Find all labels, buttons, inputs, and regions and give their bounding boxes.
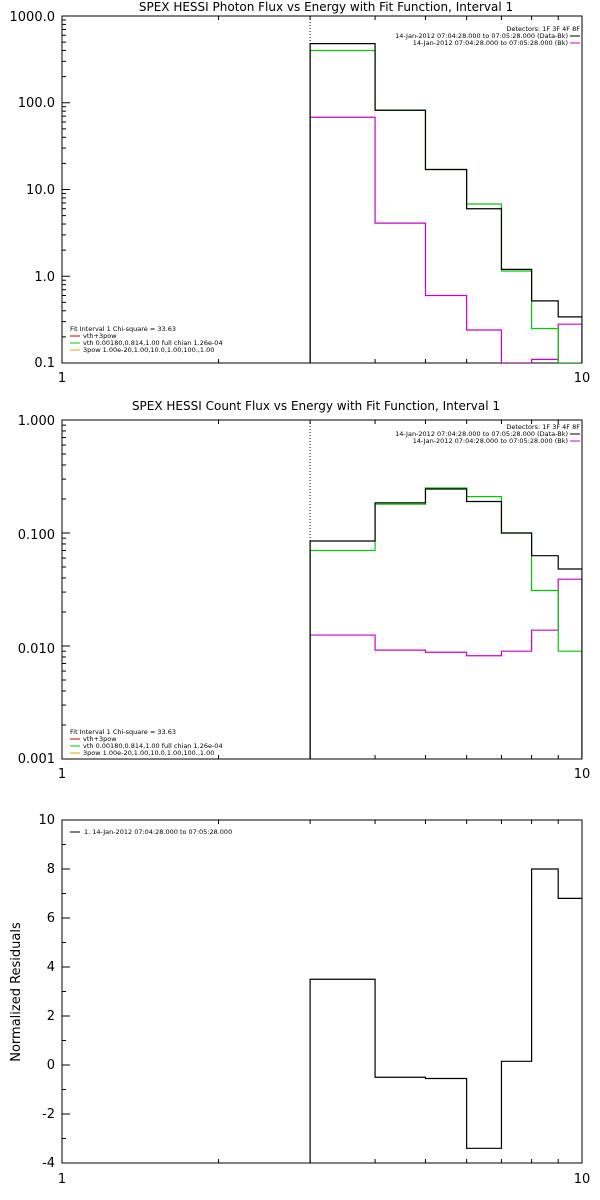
residuals-y-tick-7: 10 xyxy=(38,813,55,828)
photon-flux-series-bk xyxy=(309,116,582,363)
count-flux-series-vth-3pow xyxy=(309,487,582,759)
photon-flux-legend-vth: vth 0.00180,0.814,1.00 full chian 1.26e-… xyxy=(83,339,223,347)
count-flux-legend-model: vth+3pow xyxy=(83,735,117,743)
count-flux-legend-pow: 3pow 1.00e-20,1.00,10.0,1.00,100.,1.00 xyxy=(83,749,214,757)
residuals-x-tick-1: 1 xyxy=(58,1172,66,1187)
panel-count-flux: SPEX HESSI Count Flux vs Energy with Fit… xyxy=(18,399,590,782)
residuals-y-tick-2: 0 xyxy=(47,1058,55,1073)
count-flux-y-tick-3: 1.000 xyxy=(18,414,55,429)
count-flux-marks xyxy=(61,419,583,760)
count-flux-legend-vth: vth 0.00180,0.814,1.00 full chian 1.26e-… xyxy=(83,742,223,750)
chart-marks xyxy=(61,15,583,1164)
panel-photon-flux: SPEX HESSI Photon Flux vs Energy with Fi… xyxy=(10,0,591,386)
photon-flux-y-tick-4: 1000.0 xyxy=(10,10,56,25)
residuals-legend-interval: 1. 14-Jan-2012 07:04:28.000 to 07:05:28.… xyxy=(84,828,232,836)
photon-flux-y-tick-0: 0.1 xyxy=(34,356,55,371)
photon-flux-marks xyxy=(61,15,583,364)
photon-flux-y-tick-3: 100.0 xyxy=(18,96,55,111)
photon-flux-legend-data: 14-Jan-2012 07:04:28.000 to 07:05:28.000… xyxy=(395,32,568,40)
count-flux-series-bk xyxy=(309,578,582,759)
count-flux-y-tick-0: 0.001 xyxy=(18,752,55,767)
count-flux-legend-data: 14-Jan-2012 07:04:28.000 to 07:05:28.000… xyxy=(395,430,568,438)
count-flux-plot-frame xyxy=(61,419,583,760)
count-flux-legend-fit: Fit Interval 1 Chi-square = 33.63 xyxy=(70,728,176,736)
count-flux-series-data-bk xyxy=(309,488,582,759)
panel-residuals: 1 10 -4 -2 0 2 4 6 8 10 Normalized Resid… xyxy=(9,813,590,1187)
count-flux-legend-detectors: Detectors: 1F 3F 4F 8F xyxy=(506,423,580,431)
photon-flux-y-tick-1: 1.0 xyxy=(34,270,55,285)
photon-flux-legend-pow: 3pow 1.00e-20,1.00,10.0,1.00,100.,1.00 xyxy=(83,346,214,354)
photon-flux-series-vth-3pow xyxy=(309,49,582,363)
residuals-y-tick-5: 6 xyxy=(47,911,55,926)
count-flux-title: SPEX HESSI Count Flux vs Energy with Fit… xyxy=(132,399,500,413)
residuals-marks xyxy=(61,819,583,1164)
count-flux-x-tick-10: 10 xyxy=(574,767,591,782)
photon-flux-x-tick-1: 1 xyxy=(58,371,66,386)
photon-flux-legend-bk: 14-Jan-2012 07:04:28.000 to 07:05:28.000… xyxy=(413,39,568,47)
photon-flux-legend-fit: Fit Interval 1 Chi-square = 33.63 xyxy=(70,325,176,333)
residuals-y-tick-4: 4 xyxy=(47,960,55,975)
photon-flux-legend-model: vth+3pow xyxy=(83,332,117,340)
count-flux-y-tick-2: 0.100 xyxy=(18,528,55,543)
count-flux-y-tick-1: 0.010 xyxy=(18,642,55,657)
photon-flux-series-data-bk xyxy=(309,43,582,363)
photon-flux-legend-detectors: Detectors: 1F 3F 4F 8F xyxy=(506,25,580,33)
residuals-series-residuals xyxy=(309,868,582,1163)
photon-flux-x-tick-10: 10 xyxy=(574,371,591,386)
residuals-plot-frame xyxy=(61,819,583,1164)
residuals-x-tick-10: 10 xyxy=(574,1172,591,1187)
residuals-y-tick-3: 2 xyxy=(47,1009,55,1024)
count-flux-x-tick-1: 1 xyxy=(58,767,66,782)
residuals-y-tick-6: 8 xyxy=(47,862,55,877)
residuals-y-tick-1: -2 xyxy=(42,1107,55,1122)
residuals-y-tick-0: -4 xyxy=(42,1156,55,1171)
residuals-y-axis-label: Normalized Residuals xyxy=(9,922,24,1062)
count-flux-legend-bk: 14-Jan-2012 07:04:28.000 to 07:05:28.000… xyxy=(413,437,568,445)
photon-flux-plot-frame xyxy=(61,15,583,364)
photon-flux-title: SPEX HESSI Photon Flux vs Energy with Fi… xyxy=(139,0,513,14)
photon-flux-y-tick-2: 10.0 xyxy=(26,183,55,198)
